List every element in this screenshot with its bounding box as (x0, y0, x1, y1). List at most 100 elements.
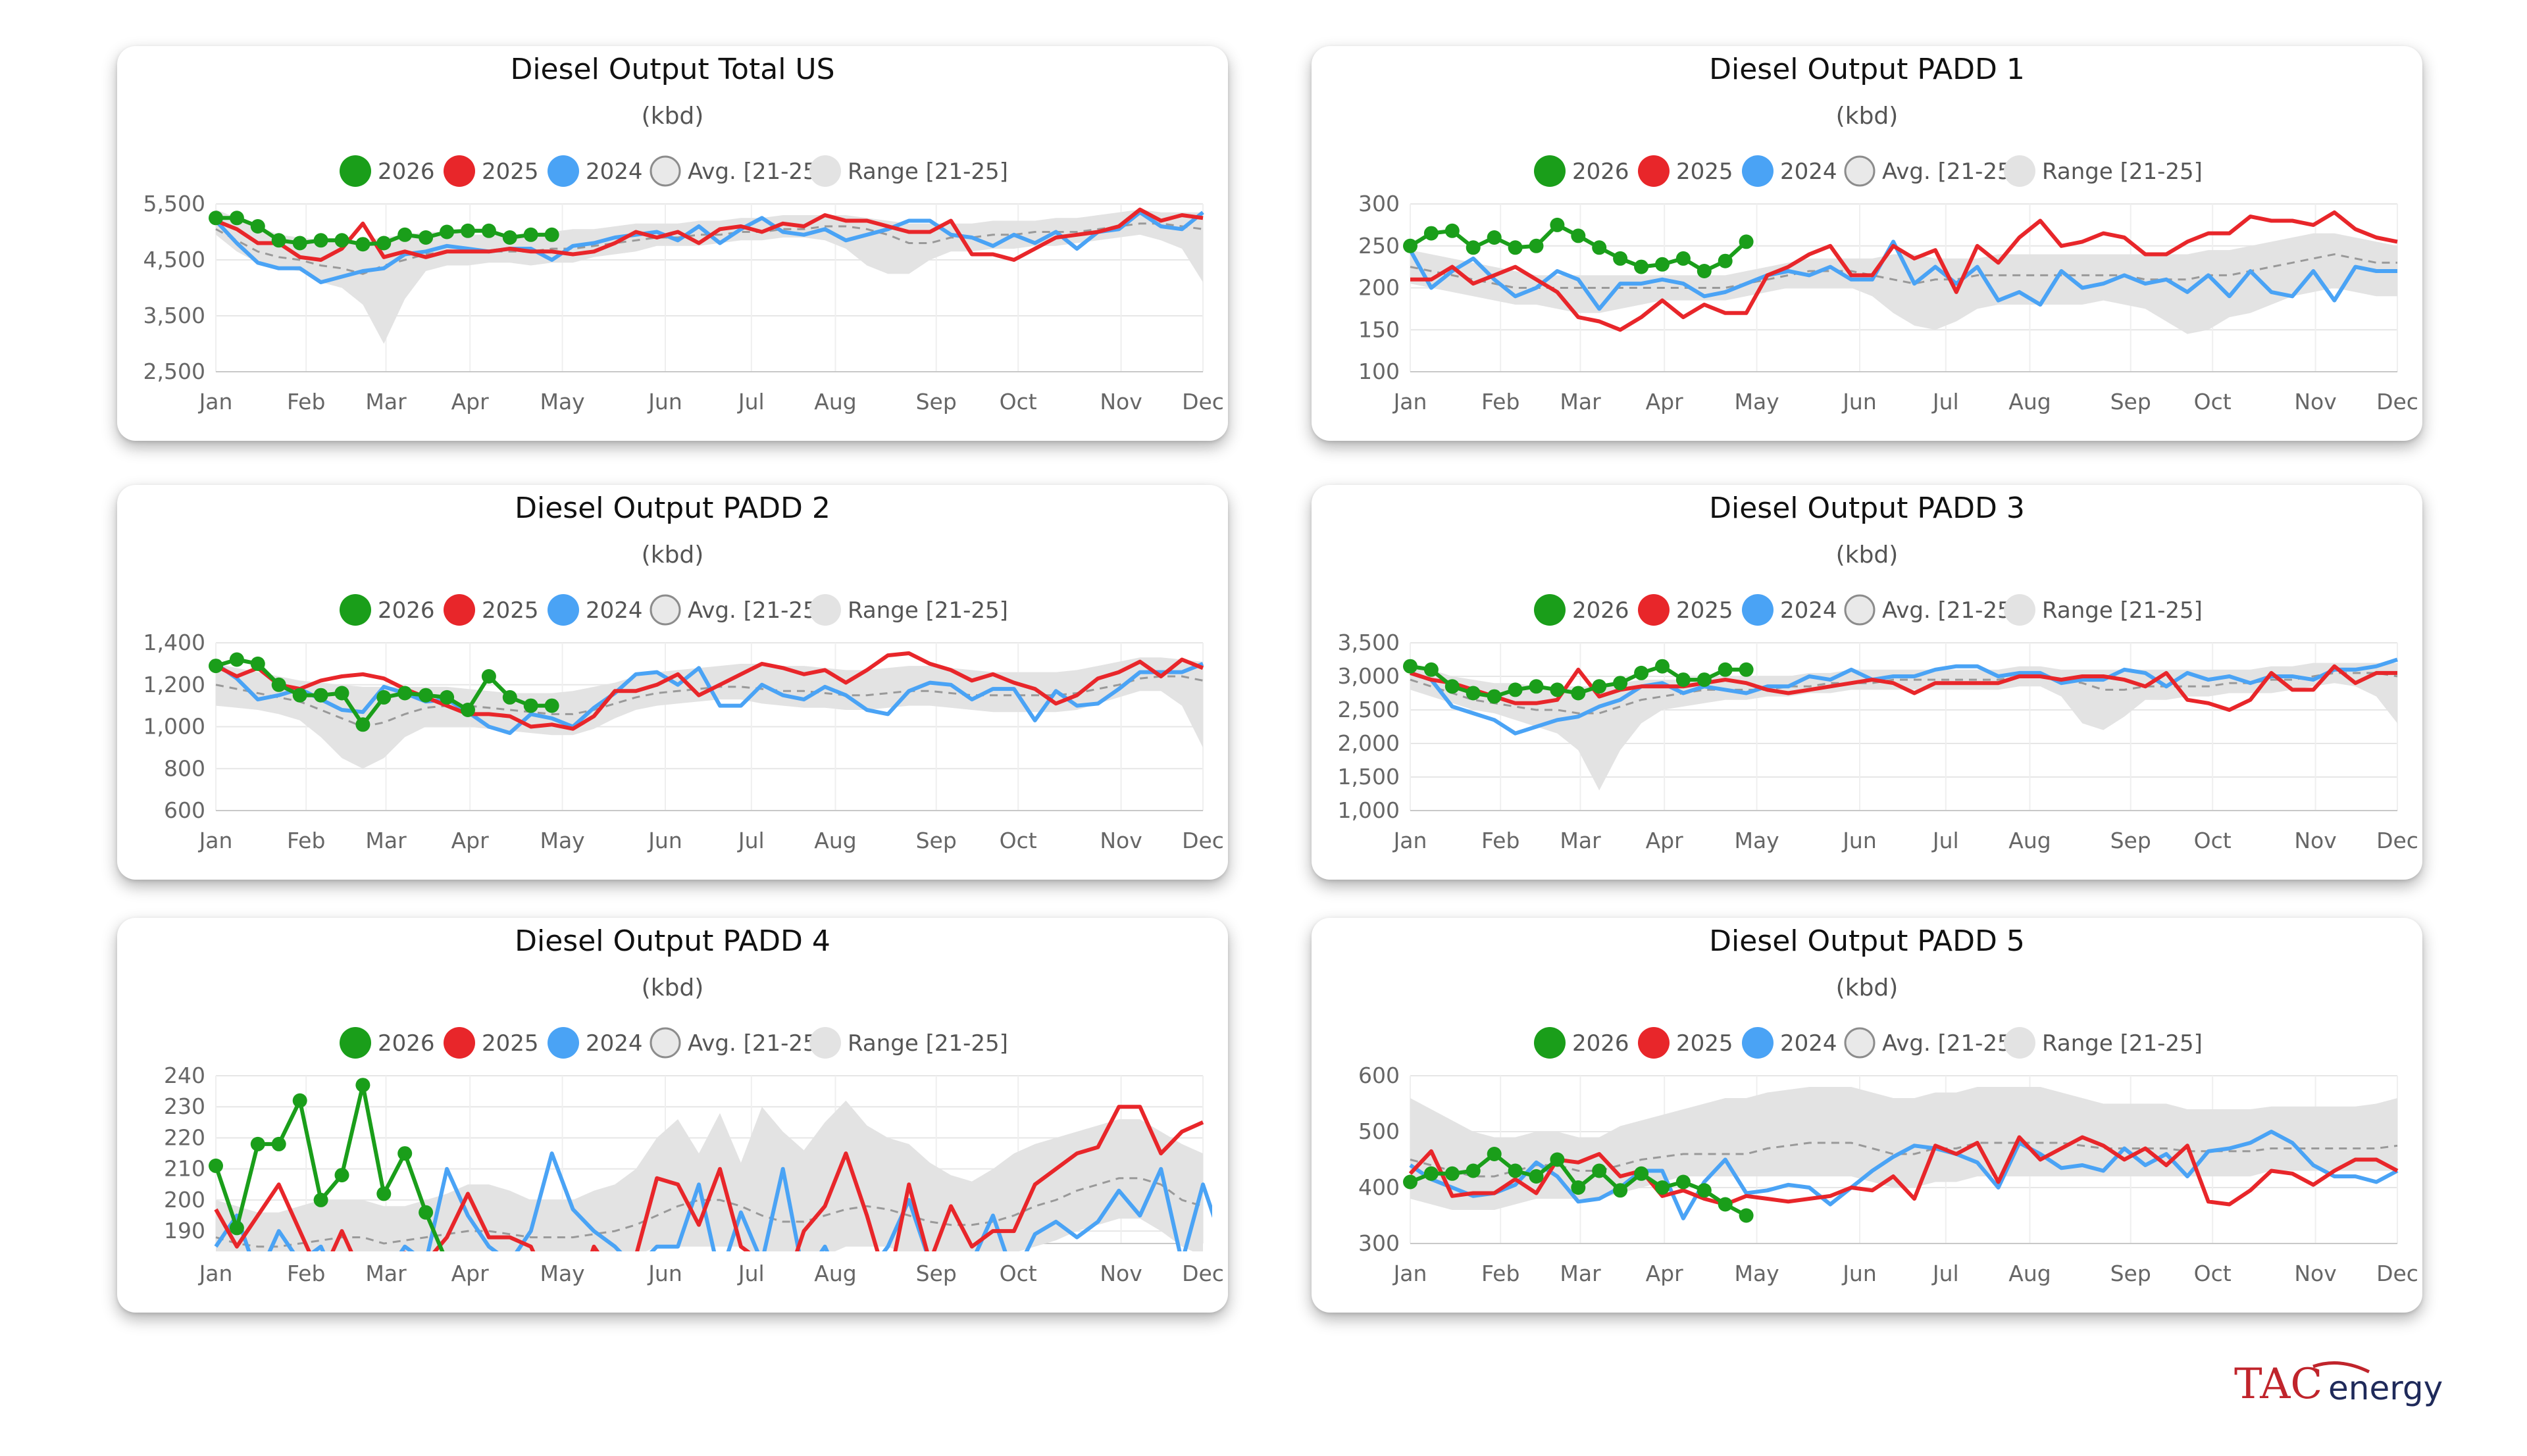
chart-3-legend-2026[interactable]: 2026 (1534, 594, 1629, 626)
chart-0-legend-label-2025: 2025 (482, 159, 539, 185)
chart-5-legend-avg[interactable]: Avg. [21-25] (1844, 1027, 2020, 1059)
chart-3-legend-2025[interactable]: 2025 (1638, 594, 1733, 626)
chart-3-xtick-label-jun: Jun (1841, 828, 1877, 853)
chart-2-legend-avg[interactable]: Avg. [21-25] (650, 594, 826, 626)
chart-0-legend-avg[interactable]: Avg. [21-25] (650, 155, 826, 187)
chart-5-legend-2024[interactable]: 2024 (1742, 1027, 1837, 1059)
chart-1-legend-label-range: Range [21-25] (2042, 159, 2203, 185)
chart-0-series-2026-point (271, 233, 286, 248)
chart-2-series-range-band (216, 657, 1203, 769)
chart-2-plot-area (209, 651, 1204, 769)
chart-1-xtick-label-sep: Sep (2110, 389, 2151, 414)
chart-1-legend-2026[interactable]: 2026 (1534, 155, 1629, 187)
chart-5-series-2026-point (1592, 1163, 1607, 1178)
chart-0-legend-2024[interactable]: 2024 (548, 155, 643, 187)
chart-3-legend-2024[interactable]: 2024 (1742, 594, 1837, 626)
chart-2-legend-2025[interactable]: 2025 (444, 594, 539, 626)
chart-2-xtick-label-apr: Apr (451, 828, 490, 853)
chart-5-subtitle: (kbd) (1836, 974, 1899, 1001)
chart-5-ytick-label: 300 (1358, 1230, 1400, 1256)
chart-3-legend-label-avg: Avg. [21-25] (1882, 597, 2020, 624)
chart-1-legend-marker-2026 (1534, 155, 1566, 187)
chart-4-xtick-label-jul: Jul (737, 1261, 765, 1286)
chart-5-series-2026-point (1697, 1183, 1712, 1198)
chart-4-xtick-label-jan: Jan (198, 1261, 233, 1286)
chart-3-series-2026-point (1697, 672, 1712, 688)
chart-0-ytick-label: 2,500 (143, 359, 205, 384)
chart-2-series-2026-point (271, 677, 286, 692)
chart-5-xtick-label-sep: Sep (2110, 1261, 2151, 1286)
chart-3-series-2026-point (1613, 676, 1628, 691)
chart-5-xtick-label-jan: Jan (1392, 1261, 1427, 1286)
chart-5-plot-area (1403, 1087, 2399, 1223)
chart-2-series-2026-point (209, 659, 223, 674)
chart-0-series-2026-point (376, 236, 392, 251)
chart-4-legend-2024[interactable]: 2024 (548, 1027, 643, 1059)
chart-0-xtick-label-nov: Nov (1100, 389, 1142, 414)
chart-3-ytick-label: 3,000 (1338, 663, 1400, 689)
chart-1-legend-marker-2024 (1742, 155, 1774, 187)
chart-3-series-2026-point (1466, 686, 1481, 701)
chart-4-xtick-label-aug: Aug (814, 1261, 856, 1286)
chart-1-legend-2025[interactable]: 2025 (1638, 155, 1733, 187)
chart-2-legend-marker-avg (650, 594, 681, 626)
chart-3-ytick-label: 2,000 (1338, 730, 1400, 756)
chart-5-series-2026-point (1508, 1163, 1523, 1178)
chart-0-series-2026-point (440, 224, 455, 239)
chart-5-xtick-label-apr: Apr (1646, 1261, 1684, 1286)
chart-3-legend-avg[interactable]: Avg. [21-25] (1844, 594, 2020, 626)
chart-5-legend-2026[interactable]: 2026 (1534, 1027, 1629, 1059)
chart-5-series-2026-point (1613, 1183, 1628, 1198)
chart-4-xtick-label-mar: Mar (365, 1261, 407, 1286)
chart-5-series-2026-point (1550, 1152, 1565, 1167)
chart-3-series-2026-point (1403, 659, 1417, 674)
chart-2-legend-marker-2026 (340, 594, 371, 626)
chart-4-series-2026-point (250, 1136, 265, 1151)
chart-4-xtick-label-sep: Sep (916, 1261, 957, 1286)
chart-4-series-2026-point (355, 1078, 370, 1093)
chart-3-legend-label-range: Range [21-25] (2042, 597, 2203, 624)
chart-1-legend-avg[interactable]: Avg. [21-25] (1844, 155, 2020, 187)
chart-5-legend-label-2024: 2024 (1780, 1030, 1837, 1057)
chart-1-series-2026-point (1571, 228, 1586, 243)
chart-1-xtick-label-aug: Aug (2008, 389, 2051, 414)
chart-3-series-2024-line (1410, 657, 2398, 736)
chart-1-legend-range[interactable]: Range [21-25] (2004, 155, 2203, 187)
chart-3-xtick-label-feb: Feb (1481, 828, 1519, 853)
chart-total-us: Diesel Output Total US (kbd) 2026 2025 2024 A… (143, 53, 1224, 414)
chart-0-series-2026-point (355, 237, 370, 252)
chart-2-legend-marker-range (809, 594, 841, 626)
chart-0-legend-marker-avg (650, 155, 681, 187)
chart-4-legend-2026[interactable]: 2026 (340, 1027, 435, 1059)
chart-4-series-2026-point (376, 1186, 392, 1201)
chart-2-legend-2024[interactable]: 2024 (548, 594, 643, 626)
chart-0-legend-2025[interactable]: 2025 (444, 155, 539, 187)
chart-0-legend-range[interactable]: Range [21-25] (809, 155, 1008, 187)
chart-5-series-2026-point (1423, 1166, 1439, 1181)
chart-4-legend-avg[interactable]: Avg. [21-25] (650, 1027, 826, 1059)
chart-1-legend-marker-range (2004, 155, 2035, 187)
chart-1-legend-2024[interactable]: 2024 (1742, 155, 1837, 187)
chart-2-legend-range[interactable]: Range [21-25] (809, 594, 1008, 626)
chart-5-legend-range[interactable]: Range [21-25] (2004, 1027, 2203, 1059)
chart-5-ytick-label: 600 (1358, 1063, 1400, 1088)
chart-2-legend-2026[interactable]: 2026 (340, 594, 435, 626)
chart-5-legend-marker-2026 (1534, 1027, 1566, 1059)
chart-0-title: Diesel Output Total US (510, 53, 834, 86)
chart-0-legend-2026[interactable]: 2026 (340, 155, 435, 187)
chart-4-legend-2025[interactable]: 2025 (444, 1027, 539, 1059)
chart-2-xtick-label-jul: Jul (737, 828, 765, 853)
chart-4-legend-label-range: Range [21-25] (848, 1030, 1008, 1057)
chart-1-series-2026-point (1487, 230, 1502, 245)
chart-2-legend-label-2026: 2026 (378, 597, 435, 624)
chart-2-series-2026-point (461, 703, 475, 717)
chart-5-legend-2025[interactable]: 2025 (1638, 1027, 1733, 1059)
chart-4-legend-range[interactable]: Range [21-25] (809, 1027, 1008, 1059)
chart-3-legend-range[interactable]: Range [21-25] (2004, 594, 2203, 626)
chart-0-plot-area (209, 207, 1204, 344)
chart-0-legend-label-2026: 2026 (378, 159, 435, 185)
chart-2-series-2026-point (481, 669, 496, 684)
chart-5-series-2026-point (1466, 1163, 1481, 1178)
chart-4-ytick-label: 220 (164, 1124, 205, 1150)
chart-3-xtick-label-sep: Sep (2110, 828, 2151, 853)
